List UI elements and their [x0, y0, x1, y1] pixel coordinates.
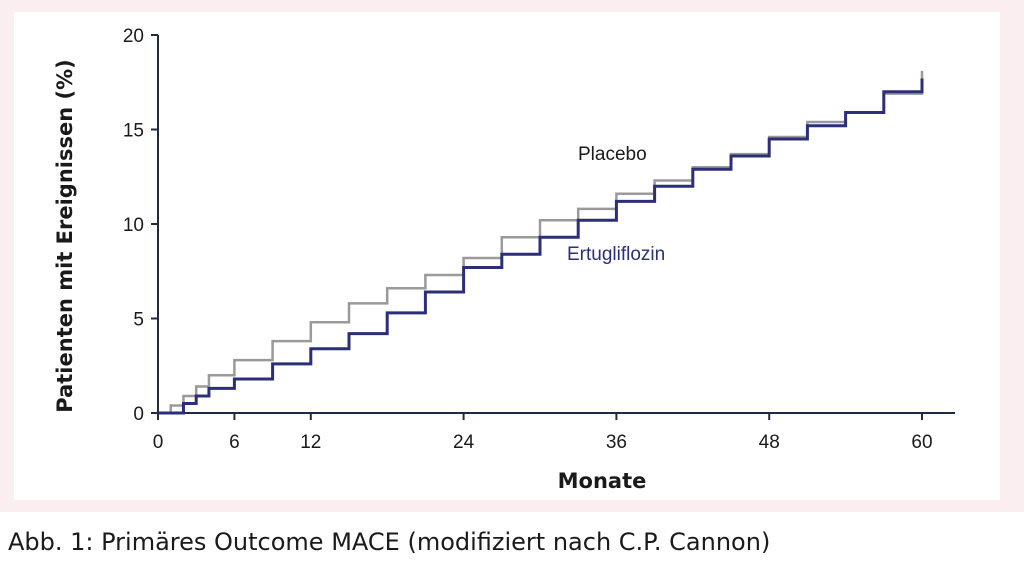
figure-panel — [14, 12, 1000, 500]
chart-series — [158, 70, 924, 415]
figure-caption: Abb. 1: Primäres Outcome MACE (modifizie… — [8, 528, 771, 556]
y-tick-label: 5 — [133, 310, 144, 331]
series-label-ertugliflozin: Ertugliflozin — [567, 244, 665, 265]
x-tick-label: 36 — [606, 432, 627, 453]
x-tick-label: 6 — [229, 432, 240, 453]
y-tick-label: 20 — [123, 26, 144, 47]
x-tick-label: 60 — [911, 432, 932, 453]
x-axis-title: Monate — [558, 469, 647, 493]
x-tick-label: 48 — [759, 432, 780, 453]
x-tick-label: 12 — [300, 432, 321, 453]
series-line-ertugliflozin — [158, 78, 924, 415]
x-tick-label: 24 — [453, 432, 475, 453]
y-tick-label: 10 — [123, 215, 144, 236]
axis-ticks: 0 6 12 24 36 48 60 0 5 10 15 20 — [123, 26, 933, 453]
figure-frame: 0 6 12 24 36 48 60 0 5 10 15 20 Monate Patienten mi… — [0, 0, 1024, 512]
y-tick-label: 0 — [133, 404, 144, 425]
series-label-placebo: Placebo — [578, 144, 647, 165]
y-axis-title: Patienten mit Ereignissen (%) — [53, 59, 77, 412]
kaplan-meier-chart: 0 6 12 24 36 48 60 0 5 10 15 20 Monate Patienten mi… — [53, 26, 955, 493]
y-tick-label: 15 — [123, 121, 144, 142]
x-tick-label: 0 — [153, 432, 164, 453]
